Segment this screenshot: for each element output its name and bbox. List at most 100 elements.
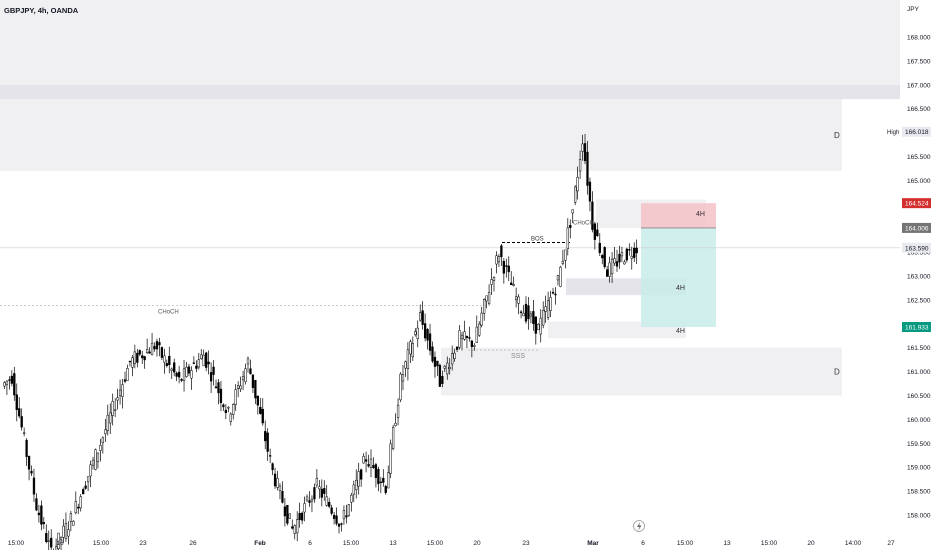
time-tick-label: 26 xyxy=(189,540,197,547)
candle-body xyxy=(219,388,223,403)
candle-body xyxy=(561,260,565,264)
candle-body xyxy=(104,429,107,435)
candle-body xyxy=(475,326,478,343)
choch-left-label: CHoCH xyxy=(158,310,179,316)
zone-4h-low-label: 4H xyxy=(676,328,685,335)
candle-body xyxy=(345,515,348,518)
candle-body xyxy=(99,445,102,451)
last-price-badge-value: 163.590 xyxy=(905,245,929,252)
candle-body xyxy=(340,523,343,525)
candle-body xyxy=(109,412,112,424)
candle-body xyxy=(69,513,73,522)
candle-body xyxy=(409,341,412,355)
time-tick-label: 14:00 xyxy=(845,540,862,547)
candle-body xyxy=(121,384,124,397)
candle-body xyxy=(330,507,333,514)
candle-body xyxy=(460,334,464,339)
candle-body xyxy=(591,201,594,230)
candle-body xyxy=(625,248,628,261)
candles-layer xyxy=(3,133,638,555)
candle-body xyxy=(67,529,70,537)
candle-body xyxy=(54,546,58,555)
candle-body xyxy=(190,370,193,379)
currency-label: JPY xyxy=(907,6,920,13)
candle-body xyxy=(237,385,240,389)
candle-body xyxy=(298,512,301,520)
candle-body xyxy=(593,223,597,240)
candle-body xyxy=(45,533,48,542)
candle-body xyxy=(446,362,449,375)
price-axis-bg[interactable] xyxy=(900,0,932,550)
candle-body xyxy=(367,464,370,467)
candle-body xyxy=(433,356,437,367)
candle-body xyxy=(42,522,45,524)
bolt-icon[interactable] xyxy=(633,520,645,532)
candle-body xyxy=(623,261,626,265)
candle-body xyxy=(241,376,245,381)
candle-body xyxy=(571,209,574,214)
candle-body xyxy=(492,277,496,281)
candle-body xyxy=(251,374,255,388)
price-tick-label: 161.000 xyxy=(907,369,931,376)
chart-title: GBPJPY, 4h, OANDA xyxy=(4,6,79,15)
stop-badge-value: 164.524 xyxy=(905,201,929,208)
candle-body xyxy=(138,350,141,355)
candle-body xyxy=(448,366,451,369)
candle-body xyxy=(313,487,316,500)
candle-body xyxy=(8,379,11,381)
candle-body xyxy=(207,361,210,365)
zone-4h-mid-label: 4H xyxy=(676,285,685,292)
candle-body xyxy=(544,306,547,312)
candle-body xyxy=(227,406,230,409)
candle-body xyxy=(10,375,13,384)
candle-body xyxy=(229,413,232,422)
candle-body xyxy=(588,181,592,202)
candle-body xyxy=(192,362,196,364)
candle-body xyxy=(150,342,154,356)
entry-badge xyxy=(902,222,931,233)
stop-loss-box[interactable] xyxy=(641,203,716,228)
candle-body xyxy=(296,519,299,534)
price-tick-label: 162.500 xyxy=(907,297,931,304)
price-axis-ticks: 158.000 158.500 159.000 159.500 160.000 160.5… xyxy=(907,35,931,520)
candle-body xyxy=(303,503,306,513)
time-tick-label: 15:00 xyxy=(761,540,778,547)
candle-body xyxy=(325,496,328,506)
candle-body xyxy=(566,227,569,249)
candle-body xyxy=(355,479,358,491)
price-tick-label: 159.500 xyxy=(907,441,931,448)
candle-body xyxy=(86,476,90,483)
zone-1 xyxy=(0,84,900,100)
take-profit-box[interactable] xyxy=(641,227,716,328)
candle-body xyxy=(261,408,264,424)
candle-body xyxy=(382,477,385,483)
candle-body xyxy=(293,525,296,534)
candle-body xyxy=(480,312,483,326)
candle-body xyxy=(564,249,567,261)
candle-body xyxy=(613,258,616,264)
candle-body xyxy=(158,342,161,346)
time-tick-label: 20 xyxy=(807,540,815,547)
candle-body xyxy=(155,341,159,350)
candle-body xyxy=(136,352,139,363)
candle-body xyxy=(510,282,513,286)
candle-body xyxy=(630,255,633,259)
candle-body xyxy=(606,269,609,277)
candle-body xyxy=(337,523,341,527)
candle-body xyxy=(148,351,151,354)
candle-body xyxy=(315,477,319,486)
candle-body xyxy=(387,472,390,489)
candle-body xyxy=(101,437,105,444)
candle-body xyxy=(328,501,331,507)
candle-body xyxy=(458,330,461,348)
candle-body xyxy=(542,310,545,326)
price-tick-label: 160.000 xyxy=(907,417,931,424)
candle-body xyxy=(25,439,28,457)
candle-body xyxy=(436,360,439,367)
candle-body xyxy=(615,261,619,267)
candle-body xyxy=(391,427,395,449)
candle-body xyxy=(320,488,323,498)
candle-body xyxy=(635,247,638,254)
candle-body xyxy=(286,504,289,524)
candle-body xyxy=(490,279,493,285)
